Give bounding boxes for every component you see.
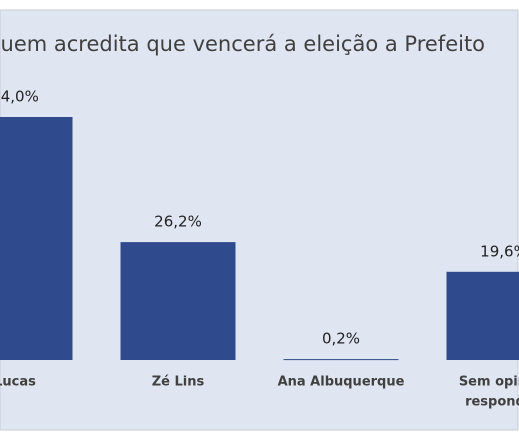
bar (120, 242, 236, 360)
chart-background (0, 9, 519, 431)
x-tick-label: Ana Albuquerque (278, 375, 405, 390)
data-label: 0,2% (322, 330, 360, 348)
x-tick-label: Zé Lins (152, 375, 205, 390)
data-label: 19,6% (480, 242, 519, 260)
bar (446, 271, 519, 360)
x-tick-label: Lucas (0, 375, 36, 390)
x-tick-label: Sem opinião (459, 375, 519, 390)
bar (0, 117, 73, 360)
bar (283, 359, 399, 361)
data-label: 54,0% (0, 88, 39, 106)
x-tick-label: respondeu (465, 395, 519, 410)
chart-title: Quem acredita que vencerá a eleição a Pr… (0, 32, 485, 56)
data-label: 26,2% (154, 213, 202, 231)
